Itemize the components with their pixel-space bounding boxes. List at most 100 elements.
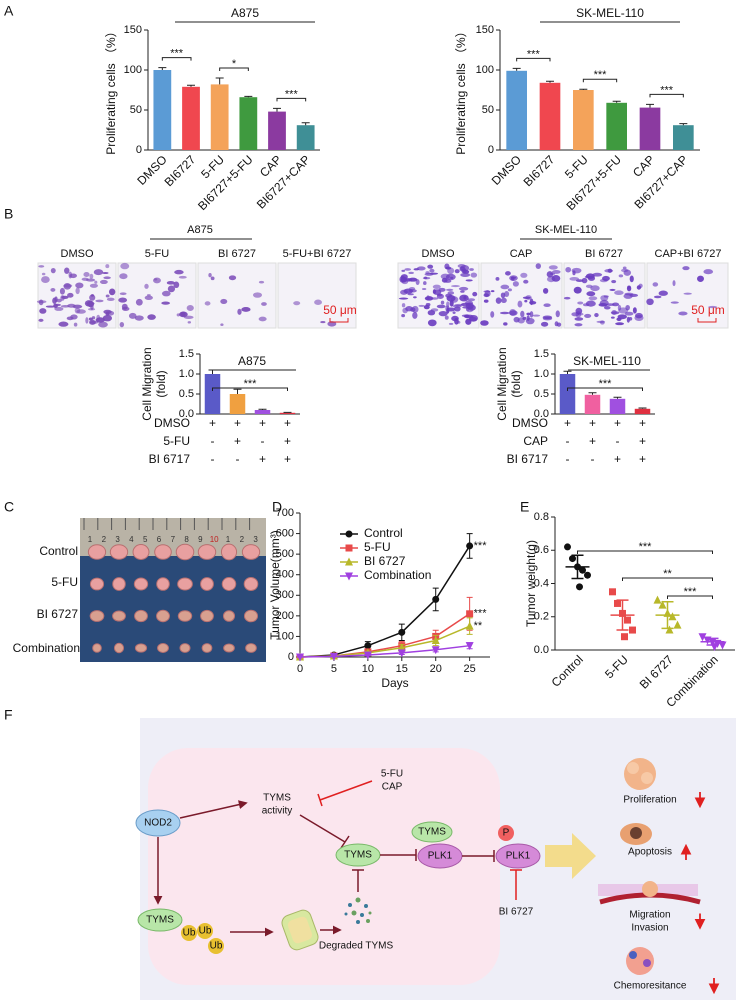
outcome-label: Migration: [629, 910, 670, 921]
cell: [549, 272, 556, 275]
series-line: [299, 545, 471, 658]
cell: [119, 292, 127, 296]
cell: [436, 293, 444, 299]
cell: [153, 277, 161, 284]
sd-bar: [571, 554, 584, 580]
micrographs: [36, 262, 729, 329]
row-label: BI 6717: [507, 452, 549, 466]
micrograph-label: CAP: [510, 248, 533, 260]
panel-label: F: [4, 707, 13, 723]
cell: [517, 300, 523, 308]
cell: [586, 291, 596, 297]
cell: [610, 316, 615, 319]
cell: [490, 290, 495, 293]
tumors: 1 2 3 4 5 6 7 8 9 10 1 2 3: [83, 518, 261, 654]
cell: [95, 299, 104, 303]
inhibitor: 5-FU: [381, 769, 403, 780]
cell: [252, 292, 263, 298]
cell: [418, 304, 425, 307]
inhibit-line: [462, 850, 495, 862]
treatment-mark: -: [236, 452, 240, 466]
cell: [58, 321, 69, 327]
cell: [590, 285, 600, 292]
cell: [703, 269, 714, 275]
tumor: [220, 543, 238, 561]
cell: [529, 298, 534, 306]
cell: [89, 283, 98, 288]
cell: [522, 296, 531, 299]
data-point: [673, 620, 682, 629]
x-tick-label: 10: [362, 663, 374, 675]
data-point: [718, 641, 727, 650]
cell: [629, 275, 634, 283]
bar: [296, 125, 315, 150]
row-label: 5-FU: [163, 434, 190, 448]
cell: [452, 311, 456, 314]
cell: [88, 317, 93, 321]
marker: [296, 653, 304, 662]
cell: [403, 288, 414, 294]
cell: [98, 321, 108, 328]
outcome-label: Chemoresitance: [614, 981, 687, 992]
cell: [50, 267, 56, 274]
panel-label: D: [272, 499, 282, 515]
cell: [584, 313, 592, 319]
significance-label: ***: [660, 84, 674, 96]
y-tick-label: 0: [136, 144, 142, 156]
bar: [639, 107, 661, 150]
row-label: DMSO: [512, 416, 548, 430]
tumor: [243, 577, 259, 591]
group-title: SK-MEL-110: [535, 224, 597, 236]
treatment-mark: -: [566, 434, 570, 448]
cell: [697, 275, 704, 282]
legend-label: Control: [364, 526, 403, 540]
inhibit-line: [380, 849, 417, 861]
treatment-mark: +: [284, 452, 291, 466]
cell: [610, 311, 620, 315]
cell: [623, 293, 633, 299]
sd-bar: [616, 599, 629, 631]
error-bar: [158, 67, 167, 70]
y-tick-label: 400: [276, 569, 294, 581]
cell: [483, 299, 489, 303]
legend-label: BI 6727: [364, 554, 406, 568]
cell: [94, 280, 98, 284]
cell: [204, 301, 211, 306]
cell: [548, 265, 558, 270]
y-axis-label: Proliferating cells （%）: [104, 25, 118, 154]
cell: [54, 306, 64, 311]
cell: [118, 297, 128, 303]
cell: [554, 321, 559, 327]
tumor: [89, 610, 105, 622]
cell: [490, 311, 495, 318]
cell: [89, 319, 96, 325]
ruler-number: 10: [210, 535, 219, 544]
y-tick-label: 1.0: [179, 368, 194, 380]
ub: [208, 938, 224, 954]
cell: [404, 268, 411, 271]
degraded-fragments: [344, 897, 372, 924]
cell: [102, 271, 109, 274]
cell: [258, 316, 267, 322]
cell: [540, 321, 549, 327]
row-label: Control: [39, 544, 78, 558]
bar: [268, 111, 286, 150]
y-tick-label: 1.5: [179, 348, 194, 360]
y-tick-label: 300: [276, 589, 294, 601]
treatment-mark: +: [284, 434, 291, 448]
cell: [121, 306, 130, 311]
y-tick-label: 600: [276, 527, 294, 539]
cell: [411, 305, 419, 313]
data-point: [614, 599, 621, 607]
ub-label: Ub: [199, 926, 212, 937]
cell: [446, 301, 450, 309]
cell: [603, 295, 609, 298]
cell: [532, 314, 541, 317]
cell: [468, 317, 478, 322]
cell: [74, 307, 81, 314]
cell: [543, 303, 551, 307]
cell: [454, 303, 464, 307]
cell: [210, 276, 215, 281]
ruler-number: 1: [88, 535, 93, 544]
treatment-mark: -: [591, 452, 595, 466]
